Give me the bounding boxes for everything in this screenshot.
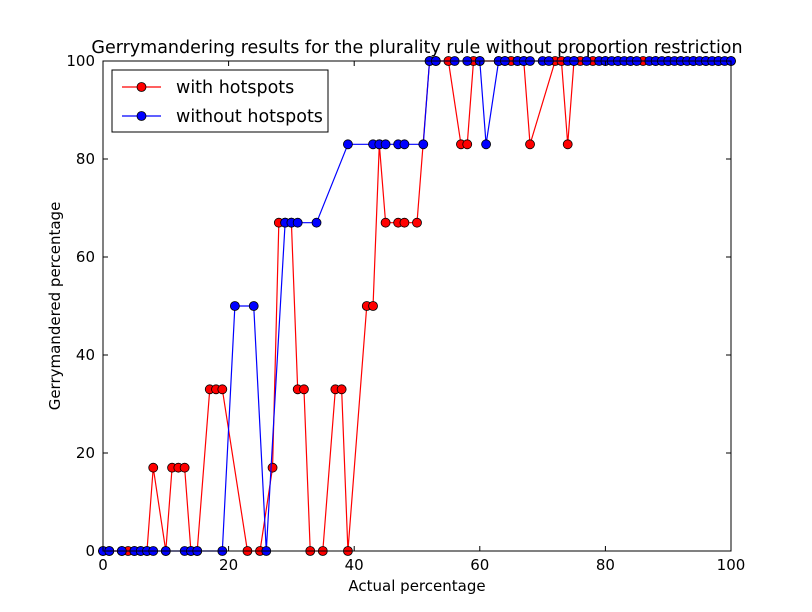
series-line-without-hotspots — [103, 60, 731, 552]
x-tick-label: 20 — [219, 556, 238, 574]
x-tick-label: 0 — [98, 556, 108, 574]
data-point — [562, 139, 573, 150]
y-tick-label: 40 — [76, 346, 95, 364]
data-point — [380, 217, 391, 228]
data-point — [299, 384, 309, 395]
y-tick-label: 60 — [76, 248, 95, 266]
legend-box — [111, 69, 329, 133]
legend-label-without-hotspots: without hotspots — [176, 107, 323, 127]
data-point — [399, 139, 410, 150]
y-tick-label: 80 — [76, 150, 95, 168]
data-point — [343, 139, 353, 150]
data-point — [525, 139, 535, 150]
x-axis-label: Actual percentage — [348, 577, 485, 595]
data-point — [217, 384, 228, 395]
y-tick-label: 20 — [76, 444, 95, 462]
data-point — [462, 139, 473, 150]
y-tick-label: 0 — [85, 542, 95, 560]
data-point — [248, 301, 259, 311]
x-tick-label: 40 — [345, 556, 364, 574]
data-point — [267, 462, 278, 473]
x-tick-label: 60 — [470, 556, 489, 574]
data-point — [336, 384, 347, 395]
x-tick-label: 100 — [717, 556, 746, 574]
data-point — [311, 217, 322, 228]
y-tick-label: 100 — [66, 52, 95, 70]
axes-layer: 0 20 40 60 80 100 0 20 40 60 80 100 — [66, 52, 745, 574]
data-point — [229, 301, 240, 311]
data-point — [412, 217, 422, 228]
data-point — [380, 139, 391, 150]
plot-frame — [102, 60, 732, 552]
data-point — [148, 462, 159, 473]
legend-marker-with-hotspots — [136, 82, 147, 92]
data-point — [179, 462, 190, 473]
data-point — [481, 139, 491, 150]
series-line-with-hotspots — [103, 60, 731, 552]
data-point — [368, 301, 378, 311]
chart-title: Gerrymandering results for the plurality… — [91, 38, 742, 58]
x-tick-label: 80 — [596, 556, 615, 574]
legend-label-with-hotspots: with hotspots — [176, 78, 294, 98]
legend: with hotspots without hotspots — [111, 69, 329, 133]
data-point — [399, 217, 410, 228]
data-point — [418, 139, 429, 150]
y-axis-label: Gerrymandered percentage — [46, 202, 64, 411]
legend-marker-without-hotspots — [136, 111, 147, 121]
data-point — [292, 217, 303, 228]
